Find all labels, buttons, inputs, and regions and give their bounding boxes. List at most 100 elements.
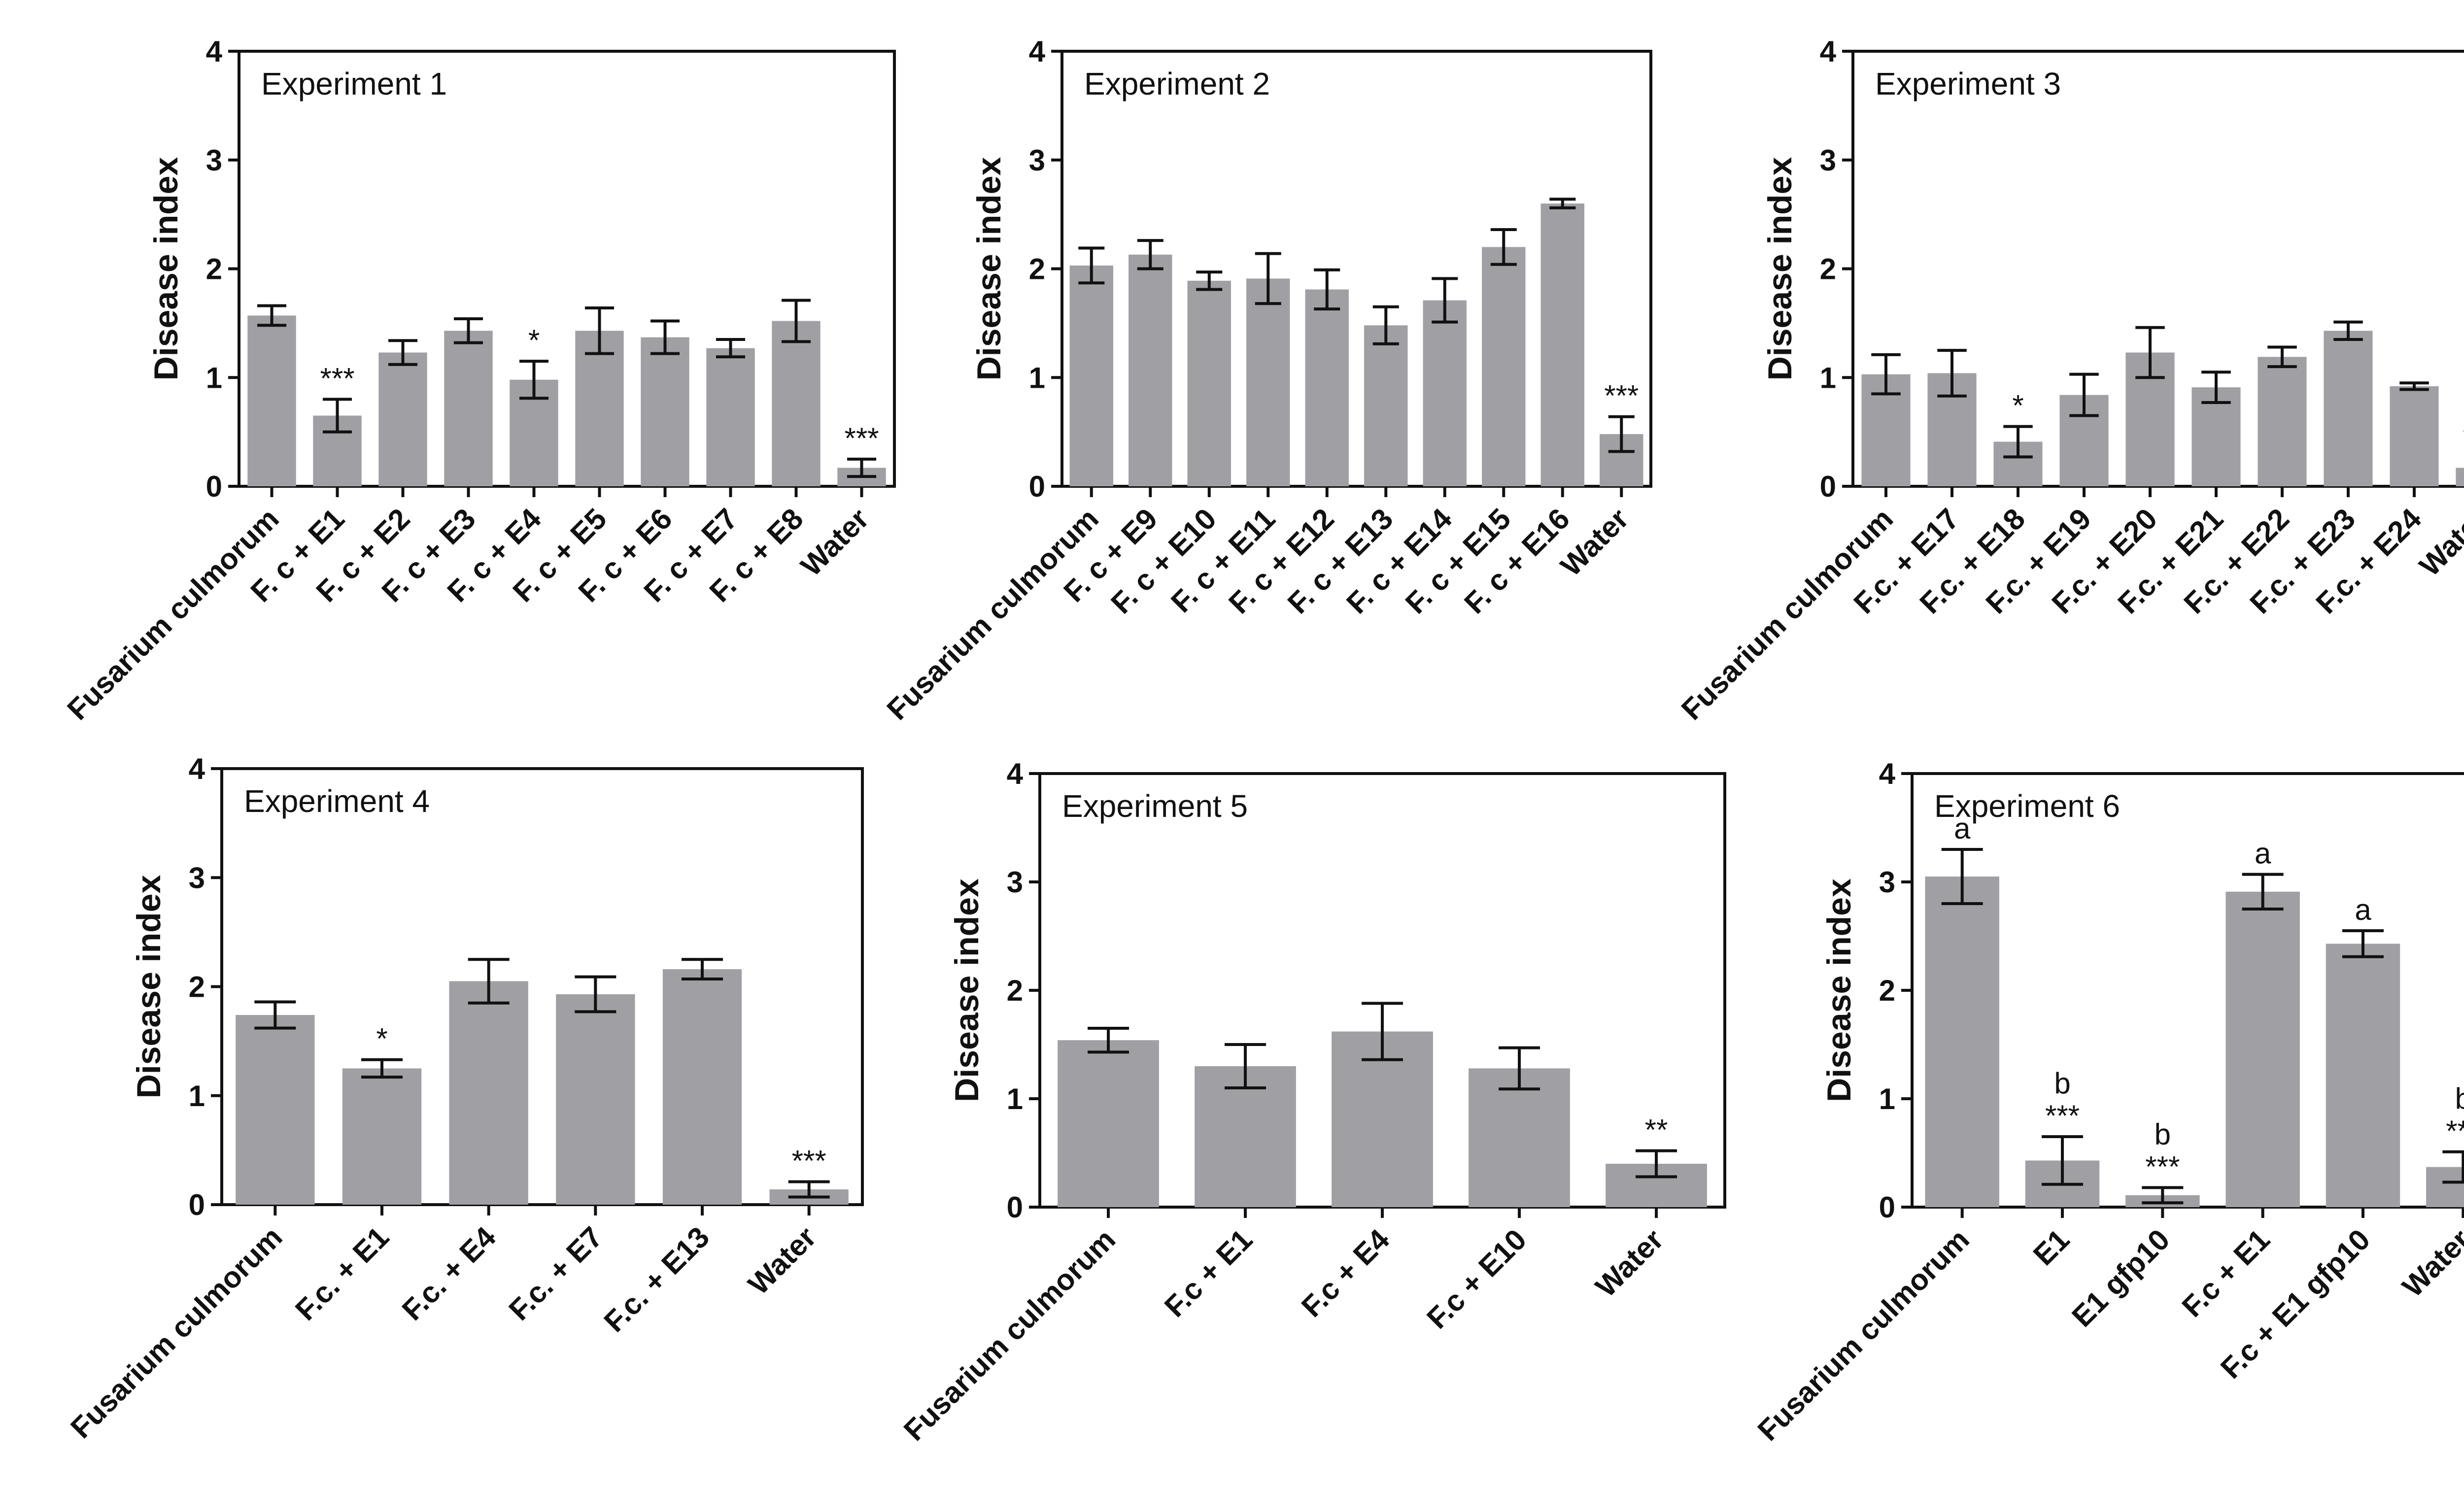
x-tick-label: F.c + E4 [1295, 1222, 1396, 1323]
y-axis-label: Disease index [147, 157, 185, 381]
significance-label: ** [1645, 1114, 1668, 1147]
significance-label: a [2355, 893, 2371, 926]
y-axis-label: Disease index [1761, 157, 1799, 381]
bar [2324, 331, 2373, 486]
bar [444, 331, 493, 486]
bar [1925, 877, 1999, 1207]
bar [2225, 891, 2300, 1207]
bar [662, 969, 742, 1205]
y-tick-label: 1 [206, 361, 222, 394]
x-tick-label: F.c + E10 [1420, 1223, 1533, 1335]
bar [772, 321, 821, 486]
bar [1195, 1066, 1296, 1207]
y-tick-label: 1 [189, 1080, 205, 1113]
x-tick-label: F.c. + E7 [503, 1220, 609, 1327]
bar [2456, 468, 2464, 486]
y-axis-label: Disease index [970, 157, 1008, 381]
significance-label: *** [844, 422, 879, 455]
y-tick-label: 1 [1007, 1082, 1023, 1115]
y-tick-label: 1 [1879, 1082, 1895, 1115]
bar [342, 1068, 422, 1205]
x-tick-label: E1 [2027, 1223, 2076, 1272]
significance-label: *** [2045, 1099, 2080, 1132]
bar [236, 1015, 315, 1205]
y-tick-label: 0 [1879, 1191, 1895, 1224]
x-tick-label: E1 gfp10 [2065, 1223, 2176, 1333]
chart-panel-2: 0 1 2 3 4 Disease index Experiment 2 Fusarium c… [881, 35, 1652, 726]
bar [1482, 247, 1526, 486]
bar [1246, 278, 1290, 486]
bar [1305, 289, 1349, 486]
bar [556, 994, 635, 1205]
bar [2258, 357, 2307, 486]
bar [449, 981, 528, 1205]
y-tick-label: 2 [1029, 253, 1045, 286]
significance-label: a [1954, 812, 1971, 845]
x-tick-label: F.c + E1 [2176, 1223, 2276, 1323]
significance-label: b [2155, 1117, 2171, 1150]
y-tick-label: 2 [1879, 974, 1895, 1007]
significance-label: *** [792, 1145, 826, 1178]
chart-title: Experiment 1 [261, 66, 447, 101]
significance-label: * [2012, 389, 2023, 422]
bar [1540, 203, 1584, 486]
significance-label: b [2054, 1067, 2070, 1100]
x-tick-label: Water [742, 1220, 822, 1301]
bar [2390, 386, 2439, 486]
y-tick-label: 0 [206, 470, 222, 503]
x-tick-label: Fusarium culmorum [881, 502, 1105, 726]
chart-title: Experiment 5 [1062, 788, 1248, 824]
y-tick-label: 0 [189, 1188, 205, 1221]
significance-label: *** [2446, 1114, 2464, 1148]
bar [1364, 325, 1408, 486]
y-tick-label: 3 [1007, 866, 1023, 899]
bar [1423, 300, 1467, 486]
bar [1129, 254, 1172, 486]
y-tick-label: 4 [1029, 35, 1046, 68]
x-tick-label: Fusarium culmorum [64, 1220, 288, 1445]
y-axis-label: Disease index [948, 878, 986, 1102]
chart-title: Experiment 6 [1934, 788, 2120, 824]
bar [247, 315, 296, 486]
bar [1187, 280, 1231, 486]
y-tick-label: 3 [1029, 144, 1045, 177]
x-tick-label: Fusarium culmorum [61, 502, 285, 726]
x-tick-label: F.c + E1 [1158, 1223, 1259, 1323]
chart-panel-4: 0 1 2 3 4 Disease index Experiment 4 Fusarium c… [64, 752, 864, 1445]
y-tick-label: 4 [206, 35, 223, 68]
bar [1058, 1040, 1159, 1207]
y-tick-label: 2 [1820, 253, 1836, 286]
bar [641, 337, 689, 486]
bar [2326, 944, 2400, 1207]
y-tick-label: 1 [1029, 361, 1045, 394]
significance-label: *** [2145, 1150, 2180, 1183]
y-tick-label: 3 [189, 861, 205, 894]
chart-title: Experiment 4 [244, 783, 430, 819]
x-tick-label: Water [794, 502, 875, 583]
x-tick-label: Water [1589, 1223, 1670, 1304]
chart-panel-1: 0 1 2 3 4 Disease index Experiment 1 Fusarium c… [61, 35, 896, 726]
bar [2426, 1167, 2464, 1207]
significance-label: *** [1604, 379, 1639, 412]
bar [1469, 1068, 1570, 1207]
y-tick-label: 4 [189, 752, 205, 785]
x-tick-label: Water [2396, 1223, 2464, 1304]
y-tick-label: 2 [206, 253, 222, 286]
y-tick-label: 3 [1820, 144, 1836, 177]
x-tick-label: Water [1554, 502, 1635, 583]
significance-label: * [528, 324, 540, 357]
x-tick-label: F.c. + E13 [598, 1220, 716, 1339]
plot-frame [220, 767, 864, 1206]
significance-label: b [2455, 1082, 2464, 1115]
y-tick-label: 2 [189, 971, 205, 1004]
x-tick-label: Fusarium culmorum [897, 1223, 1122, 1447]
bar [575, 331, 624, 486]
y-tick-label: 4 [1007, 757, 1024, 790]
y-tick-label: 1 [1820, 361, 1836, 394]
significance-label: a [2255, 837, 2271, 870]
significance-label: *** [2463, 421, 2464, 454]
significance-label: * [376, 1022, 387, 1055]
